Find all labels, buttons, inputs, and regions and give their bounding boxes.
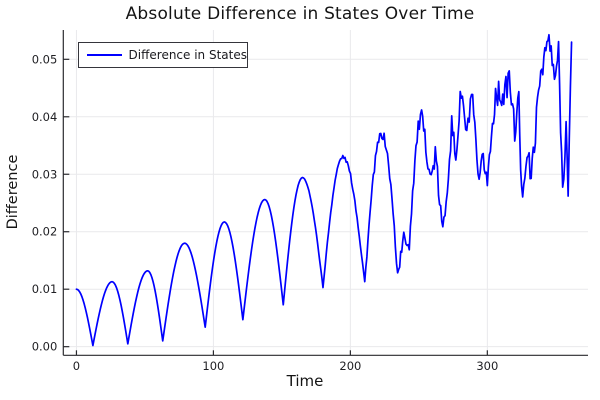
y-axis-label: Difference [5,154,21,230]
chart-title: Absolute Difference in States Over Time [125,4,475,24]
legend-line-sample-icon [87,54,122,56]
y-tick-label: 0.00 [32,340,58,354]
series-line [75,33,573,347]
x-tick-label: 100 [202,359,224,373]
x-tick-label: 300 [476,359,498,373]
legend-box: Difference in States [78,42,248,68]
x-tick-label: 200 [339,359,361,373]
legend-label: Difference in States [128,48,247,62]
y-tick-label: 0.03 [32,167,58,181]
x-tick-label: 0 [73,359,80,373]
y-tick-label: 0.01 [32,282,58,296]
y-tick-label: 0.02 [32,225,58,239]
y-tick-label: 0.05 [32,52,58,66]
x-axis-label: Time [286,372,324,390]
y-tick-label: 0.04 [32,110,58,124]
